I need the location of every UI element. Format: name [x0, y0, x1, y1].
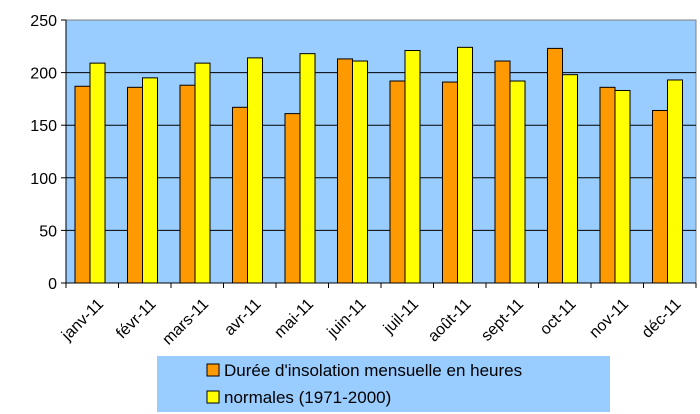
bar-normales — [194, 62, 211, 284]
bar-normales — [614, 89, 631, 284]
plot-area — [65, 19, 697, 284]
bar-normales — [299, 53, 316, 284]
x-tick-label: sept-11 — [478, 296, 527, 345]
y-tick-label: 200 — [30, 66, 57, 83]
bar-normales — [562, 74, 578, 284]
bar-normales — [404, 50, 421, 284]
bar-insolation — [547, 47, 563, 284]
gridlines — [66, 72, 696, 231]
bar-insolation — [337, 58, 353, 284]
bar-insolation — [74, 85, 91, 284]
bar-insolation — [652, 109, 668, 284]
bar-insolation — [494, 60, 511, 284]
x-tick-label: avr-11 — [221, 296, 264, 339]
bar-insolation — [599, 86, 616, 284]
legend-swatch — [206, 363, 220, 377]
x-tick-label: févr-11 — [113, 296, 159, 342]
y-axis: 0 50 100 150 200 250 — [30, 13, 67, 293]
bar-insolation — [179, 84, 196, 284]
x-tick-label: oct-11 — [537, 296, 580, 339]
bar-insolation — [284, 113, 301, 284]
y-tick-label: 150 — [30, 118, 57, 135]
bar-insolation — [442, 81, 458, 284]
x-tick-label: déc-11 — [639, 296, 685, 342]
y-tick-label: 250 — [30, 13, 57, 30]
x-tick-label: nov-11 — [586, 296, 632, 342]
legend-label: Durée d'insolation mensuelle en heures — [224, 361, 522, 380]
bar-normales — [89, 62, 106, 284]
bar-normales — [457, 46, 473, 284]
bar-normales — [509, 80, 526, 284]
x-tick-label: août-11 — [425, 296, 475, 346]
y-tick-label: 50 — [39, 223, 57, 240]
bar-insolation — [389, 80, 406, 284]
legend-swatch — [206, 390, 220, 404]
x-tick-label: mai-11 — [271, 296, 317, 342]
bar-insolation — [127, 86, 143, 284]
legend: Durée d'insolation mensuelle en heures no… — [157, 356, 610, 412]
x-tick-label: juin-11 — [324, 296, 370, 342]
bar-normales — [667, 79, 683, 284]
bar-normales — [142, 77, 158, 284]
y-tick-label: 100 — [30, 171, 57, 188]
x-tick-label: janv-11 — [58, 296, 107, 345]
y-tick-label: 0 — [48, 276, 57, 293]
bar-normales — [247, 57, 263, 284]
x-axis: janv-11 févr-11 mars-11 avr-11 mai-11 juin-11… — [58, 282, 697, 349]
bar-insolation — [232, 106, 248, 284]
x-tick-label: mars-11 — [159, 296, 212, 349]
legend-box — [157, 356, 610, 412]
x-tick-label: juil-11 — [380, 296, 422, 338]
bars — [74, 46, 683, 284]
bar-normales — [352, 60, 368, 284]
legend-label: normales (1971-2000) — [224, 388, 391, 407]
